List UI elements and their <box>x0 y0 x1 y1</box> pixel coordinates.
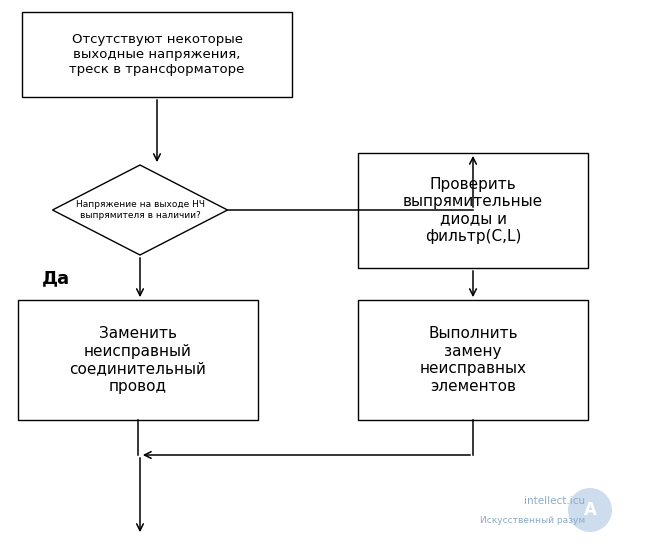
Bar <box>22 12 292 97</box>
Text: Искусственный разум: Искусственный разум <box>480 516 585 525</box>
Text: Заменить
неисправный
соединительный
провод: Заменить неисправный соединительный пров… <box>69 327 207 394</box>
Bar <box>358 300 588 420</box>
Text: intellect.icu: intellect.icu <box>524 496 585 506</box>
Polygon shape <box>52 165 227 255</box>
Text: Отсутствуют некоторые
выходные напряжения,
треск в трансформаторе: Отсутствуют некоторые выходные напряжени… <box>69 33 245 76</box>
Text: A: A <box>584 501 596 519</box>
Text: Да: Да <box>42 269 70 287</box>
Text: Напряжение на выходе НЧ
выпрямителя в наличии?: Напряжение на выходе НЧ выпрямителя в на… <box>76 200 205 220</box>
Bar <box>18 300 258 420</box>
Bar <box>358 153 588 268</box>
Text: Проверить
выпрямительные
диоды и
фильтр(С,L): Проверить выпрямительные диоды и фильтр(… <box>403 177 543 244</box>
Circle shape <box>568 488 612 532</box>
Text: Выполнить
замену
неисправных
элементов: Выполнить замену неисправных элементов <box>419 327 526 394</box>
